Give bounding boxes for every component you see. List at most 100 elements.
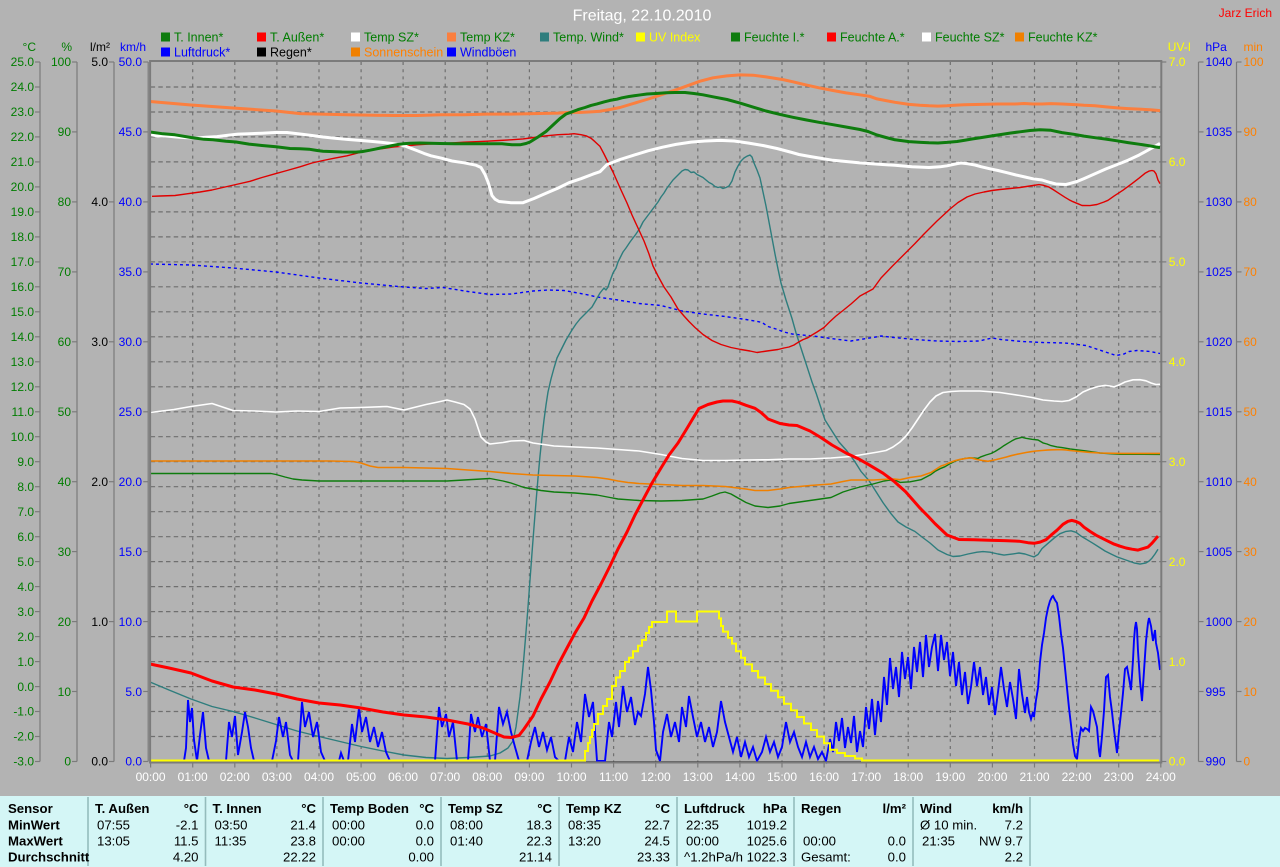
svg-text:40: 40 [58, 475, 72, 489]
svg-text:18.3: 18.3 [526, 818, 552, 833]
svg-text:995: 995 [1206, 685, 1226, 699]
svg-text:10.0: 10.0 [11, 430, 35, 444]
svg-text:21.0: 21.0 [11, 155, 35, 169]
svg-text:00:00: 00:00 [686, 834, 719, 849]
svg-text:40: 40 [1244, 475, 1258, 489]
svg-text:30: 30 [58, 545, 72, 559]
svg-text:km/h: km/h [120, 40, 146, 54]
svg-text:1000: 1000 [1206, 615, 1233, 629]
svg-text:11:35: 11:35 [215, 834, 247, 849]
svg-text:12.0: 12.0 [11, 380, 35, 394]
svg-text:30.0: 30.0 [119, 335, 143, 349]
svg-text:T. Außen: T. Außen [95, 801, 149, 816]
svg-text:0.0: 0.0 [416, 834, 434, 849]
svg-text:0.0: 0.0 [17, 680, 34, 694]
svg-text:1020: 1020 [1206, 335, 1233, 349]
svg-text:0.0: 0.0 [888, 850, 906, 865]
svg-text:l/m²: l/m² [883, 801, 907, 816]
svg-text:Wind: Wind [920, 801, 952, 816]
svg-text:100: 100 [51, 55, 71, 69]
svg-text:Temp Boden: Temp Boden [330, 801, 409, 816]
svg-text:4.0: 4.0 [1169, 355, 1186, 369]
svg-text:23:00: 23:00 [1104, 770, 1134, 784]
svg-text:08:00: 08:00 [472, 770, 502, 784]
svg-text:14:00: 14:00 [725, 770, 755, 784]
svg-text:60: 60 [1244, 335, 1258, 349]
svg-text:-3.0: -3.0 [13, 755, 34, 769]
svg-text:22.0: 22.0 [11, 130, 35, 144]
svg-text:1025.6: 1025.6 [747, 834, 787, 849]
svg-text:08:00: 08:00 [450, 818, 483, 833]
svg-text:7.0: 7.0 [17, 505, 34, 519]
svg-text:Jarz Erich: Jarz Erich [1219, 6, 1272, 20]
svg-text:MinWert: MinWert [8, 818, 60, 833]
svg-text:7.2: 7.2 [1005, 818, 1023, 833]
svg-text:4.0: 4.0 [17, 580, 34, 594]
svg-text:T. Innen: T. Innen [213, 801, 262, 816]
svg-text:4.0: 4.0 [91, 195, 108, 209]
svg-text:2.0: 2.0 [91, 475, 108, 489]
svg-text:90: 90 [1244, 125, 1258, 139]
svg-text:80: 80 [1244, 195, 1258, 209]
svg-text:06:00: 06:00 [388, 770, 418, 784]
svg-text:23.33: 23.33 [637, 850, 670, 865]
svg-text:03:00: 03:00 [262, 770, 292, 784]
svg-text:1019.2: 1019.2 [747, 818, 787, 833]
svg-text:3.0: 3.0 [17, 605, 34, 619]
svg-text:1.0: 1.0 [91, 615, 108, 629]
svg-text:MaxWert: MaxWert [8, 834, 63, 849]
svg-text:990: 990 [1206, 755, 1226, 769]
svg-text:22.3: 22.3 [526, 834, 552, 849]
svg-text:21.4: 21.4 [290, 818, 316, 833]
svg-text:11:00: 11:00 [599, 770, 628, 784]
svg-text:11.5: 11.5 [174, 834, 199, 849]
svg-text:1.0: 1.0 [1169, 655, 1186, 669]
svg-text:15:00: 15:00 [767, 770, 797, 784]
svg-text:Regen*: Regen* [270, 46, 312, 60]
svg-text:3.0: 3.0 [91, 335, 108, 349]
svg-text:5.0: 5.0 [125, 685, 142, 699]
svg-text:7.0: 7.0 [1169, 55, 1186, 69]
svg-text:25.0: 25.0 [11, 55, 35, 69]
svg-text:05:00: 05:00 [346, 770, 376, 784]
svg-text:Windböen: Windböen [460, 46, 516, 60]
svg-text:Feuchte A.*: Feuchte A.* [840, 31, 905, 45]
svg-text:13.0: 13.0 [11, 355, 35, 369]
svg-text:Gesamt:: Gesamt: [801, 850, 851, 865]
svg-text:NW 9.7: NW 9.7 [979, 834, 1023, 849]
svg-text:21:35: 21:35 [922, 834, 955, 849]
svg-text:Sensor: Sensor [8, 801, 53, 816]
svg-text:1025: 1025 [1206, 265, 1233, 279]
svg-text:16:00: 16:00 [809, 770, 839, 784]
svg-text:60: 60 [58, 335, 72, 349]
svg-text:9.0: 9.0 [17, 455, 34, 469]
svg-text:09:00: 09:00 [514, 770, 544, 784]
svg-text:70: 70 [1244, 265, 1258, 279]
svg-text:18.0: 18.0 [11, 230, 35, 244]
svg-text:10: 10 [58, 685, 72, 699]
svg-text:07:55: 07:55 [97, 818, 130, 833]
svg-text:50: 50 [58, 405, 72, 419]
svg-text:6.0: 6.0 [17, 530, 34, 544]
svg-text:-2.0: -2.0 [13, 730, 34, 744]
svg-text:19.0: 19.0 [11, 205, 35, 219]
svg-text:5.0: 5.0 [17, 555, 34, 569]
svg-text:1010: 1010 [1206, 475, 1233, 489]
svg-text:10: 10 [1244, 685, 1258, 699]
svg-text:8.0: 8.0 [17, 480, 34, 494]
svg-text:90: 90 [58, 125, 72, 139]
svg-text:22:00: 22:00 [1062, 770, 1092, 784]
svg-text:l/m²: l/m² [90, 40, 110, 54]
svg-text:UV Index: UV Index [649, 31, 701, 45]
svg-text:Temp KZ: Temp KZ [566, 801, 621, 816]
svg-text:T. Innen*: T. Innen* [174, 31, 223, 45]
svg-text:13:05: 13:05 [97, 834, 130, 849]
svg-text:20:00: 20:00 [977, 770, 1007, 784]
svg-text:01:40: 01:40 [450, 834, 483, 849]
svg-text:01:00: 01:00 [178, 770, 208, 784]
svg-text:0.0: 0.0 [1169, 755, 1186, 769]
svg-text:2.0: 2.0 [17, 630, 34, 644]
svg-text:24.5: 24.5 [644, 834, 670, 849]
svg-text:min: min [1244, 40, 1263, 54]
svg-text:15.0: 15.0 [11, 305, 35, 319]
